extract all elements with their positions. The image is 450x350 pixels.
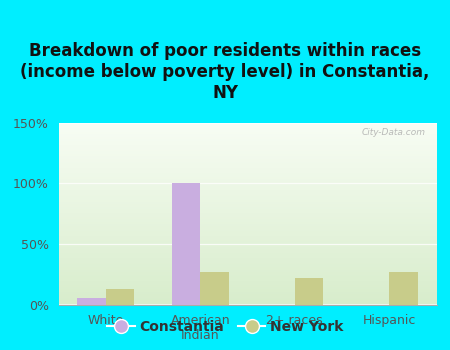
Text: Breakdown of poor residents within races
(income below poverty level) in Constan: Breakdown of poor residents within races… <box>20 42 430 102</box>
Bar <box>77 299 106 304</box>
Bar <box>295 278 323 304</box>
Legend: Constantia, New York: Constantia, New York <box>102 314 348 340</box>
Text: City-Data.com: City-Data.com <box>361 128 425 137</box>
Bar <box>106 289 134 304</box>
Bar <box>389 272 418 304</box>
Bar <box>172 183 200 304</box>
Bar <box>200 272 229 304</box>
